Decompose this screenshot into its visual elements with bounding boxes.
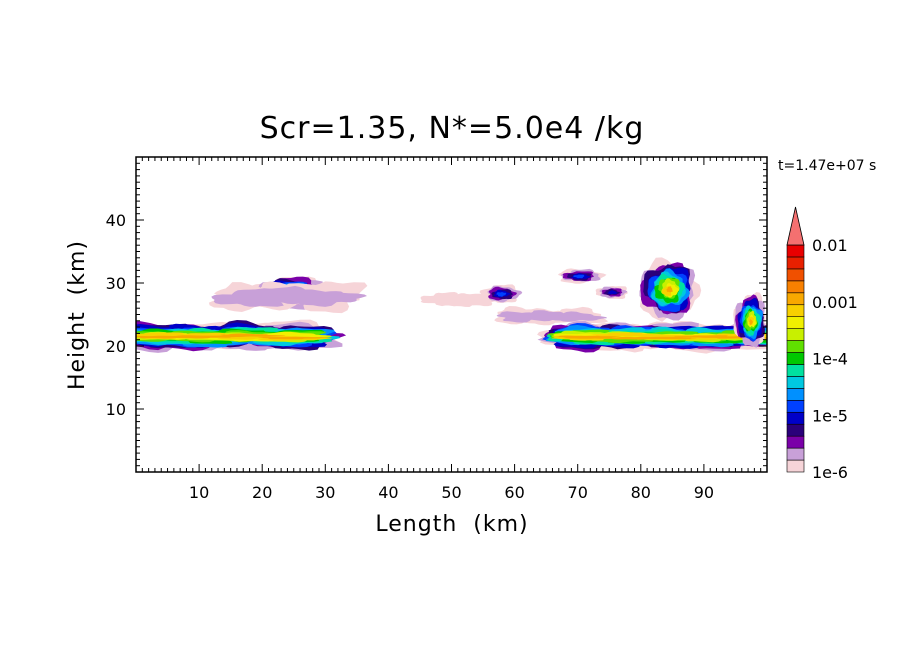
colorbar-swatch	[786, 364, 805, 377]
colorbar-label: 1e-5	[812, 406, 848, 425]
y-tick-label: 30	[106, 274, 126, 293]
contour-level	[553, 335, 622, 339]
contour-level	[211, 333, 286, 337]
colorbar-swatch	[786, 328, 805, 341]
contour-lower-right-layer	[537, 321, 767, 354]
y-tick-label: 10	[106, 400, 126, 419]
colorbar-label: 1e-6	[812, 463, 848, 482]
colorbar-swatch	[786, 435, 805, 449]
contour-level	[291, 289, 367, 307]
contour-faint-left-wisp	[208, 281, 368, 314]
y-tick-label: 40	[106, 211, 126, 230]
colorbar-swatch	[786, 411, 805, 425]
contour-level	[171, 335, 243, 339]
colorbar-swatch	[786, 400, 805, 413]
x-tick-label: 20	[252, 483, 272, 502]
x-tick-label: 80	[631, 483, 651, 502]
x-tick-label: 70	[568, 483, 588, 502]
colorbar-swatch	[786, 280, 805, 294]
x-axis-label: Length (km)	[375, 512, 528, 537]
colorbar-label: 0.001	[812, 293, 858, 312]
time-label: t=1.47e+07 s	[778, 158, 876, 174]
contour-level	[573, 274, 585, 279]
contour-faint-pink-patch	[494, 306, 609, 326]
contour-lower-left-layer	[136, 319, 347, 353]
y-axis: 10 20 30 40	[106, 162, 767, 467]
colorbar-swatch	[786, 292, 805, 306]
colorbar-swatch	[786, 423, 805, 437]
contour-faint-mid-wisp	[420, 292, 501, 307]
chart-title: Scr=1.35, N*=5.0e4 /kg	[260, 111, 645, 146]
colorbar-swatch	[786, 268, 805, 282]
colorbar-swatch	[786, 447, 805, 461]
colorbar-swatch	[786, 316, 805, 329]
colorbar-swatch	[786, 244, 805, 258]
contour-blob-75	[595, 286, 628, 299]
x-tick-label: 50	[441, 483, 461, 502]
colorbar-swatch	[786, 459, 805, 473]
field-layer	[136, 257, 767, 354]
colorbar-swatch	[786, 304, 805, 317]
contour-level	[549, 311, 608, 322]
contour-blob-58	[479, 284, 523, 303]
contour-level	[496, 292, 507, 297]
contour-plume-85	[639, 257, 702, 322]
y-tick-label: 20	[106, 337, 126, 356]
contour-level	[257, 336, 329, 340]
colorbar-label: 0.01	[812, 236, 848, 255]
colorbar: 0.01 0.001 1e-4 1e-5 1e-6	[786, 206, 858, 482]
colorbar-swatch	[786, 388, 805, 401]
x-axis: 10 20 30 40 50 60 70 80 90	[141, 157, 762, 502]
colorbar-swatch	[786, 376, 805, 389]
colorbar-swatch	[786, 256, 805, 270]
contour-blob-72	[558, 268, 607, 284]
x-tick-label: 10	[189, 483, 209, 502]
x-tick-label: 90	[694, 483, 714, 502]
x-tick-label: 60	[504, 483, 524, 502]
x-tick-label: 40	[378, 483, 398, 502]
colorbar-label: 1e-4	[812, 350, 848, 369]
contour-level	[607, 290, 618, 295]
y-axis-label: Height (km)	[65, 240, 90, 390]
x-tick-label: 30	[315, 483, 335, 502]
colorbar-swatch	[786, 352, 805, 365]
colorbar-arrow	[786, 206, 805, 246]
contour-level	[673, 335, 734, 338]
colorbar-swatch	[786, 340, 805, 353]
contour-level	[666, 286, 673, 293]
contour-right-edge-tower	[733, 292, 766, 348]
contour-level	[749, 319, 753, 326]
